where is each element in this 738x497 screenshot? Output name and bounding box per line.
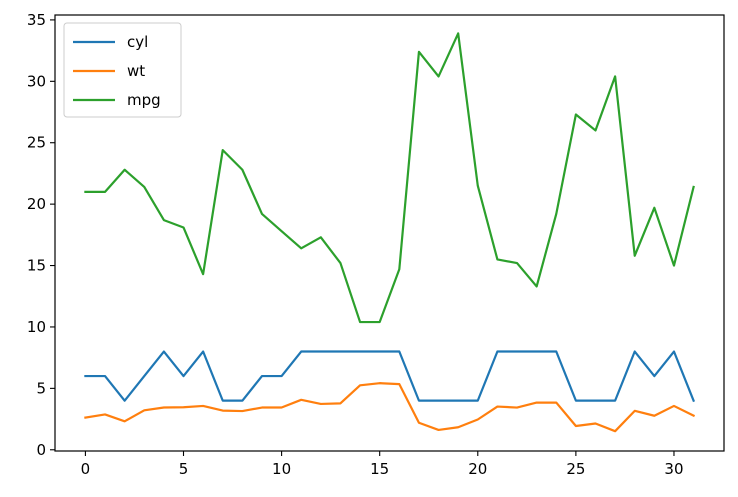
- series-lines: [84, 32, 696, 433]
- y-tick-label: 30: [27, 72, 46, 90]
- y-tick-label: 25: [27, 134, 46, 152]
- series-line-wt: [84, 382, 696, 433]
- legend-label-cyl: cyl: [127, 33, 148, 51]
- legend-label-mpg: mpg: [127, 91, 161, 109]
- x-tick-label: 30: [664, 460, 683, 478]
- x-tick-label: 15: [370, 460, 389, 478]
- x-axis: 0 5 10 15 20 25 30: [81, 451, 684, 478]
- y-axis: 0 5 10 15 20 25 30 35: [27, 11, 55, 459]
- x-tick-label: 10: [272, 460, 291, 478]
- y-tick-label: 10: [27, 318, 46, 336]
- legend: cyl wt mpg: [63, 22, 182, 118]
- x-tick-label: 5: [179, 460, 189, 478]
- series-line-cyl: [84, 350, 696, 403]
- y-tick-label: 5: [36, 379, 46, 397]
- y-tick-label: 0: [36, 441, 46, 459]
- legend-label-wt: wt: [127, 62, 145, 80]
- series-line-mpg: [84, 32, 695, 324]
- plot-area-frame: [54, 14, 725, 452]
- y-tick-label: 35: [27, 11, 46, 29]
- x-tick-label: 20: [468, 460, 487, 478]
- x-tick-label: 0: [81, 460, 91, 478]
- legend-box: [63, 22, 182, 118]
- y-tick-label: 15: [27, 257, 46, 275]
- x-tick-label: 25: [566, 460, 585, 478]
- y-tick-label: 20: [27, 195, 46, 213]
